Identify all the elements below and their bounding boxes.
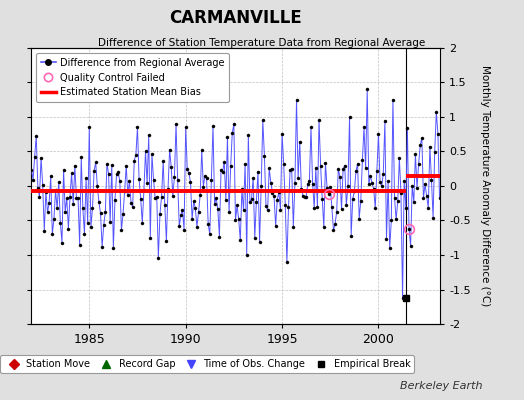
Legend: Station Move, Record Gap, Time of Obs. Change, Empirical Break: Station Move, Record Gap, Time of Obs. C… [0,355,414,373]
Text: Berkeley Earth: Berkeley Earth [400,381,482,391]
Y-axis label: Monthly Temperature Anomaly Difference (°C): Monthly Temperature Anomaly Difference (… [481,65,490,307]
Text: Difference of Station Temperature Data from Regional Average: Difference of Station Temperature Data f… [99,38,425,48]
Title: CARMANVILLE: CARMANVILLE [169,9,302,27]
